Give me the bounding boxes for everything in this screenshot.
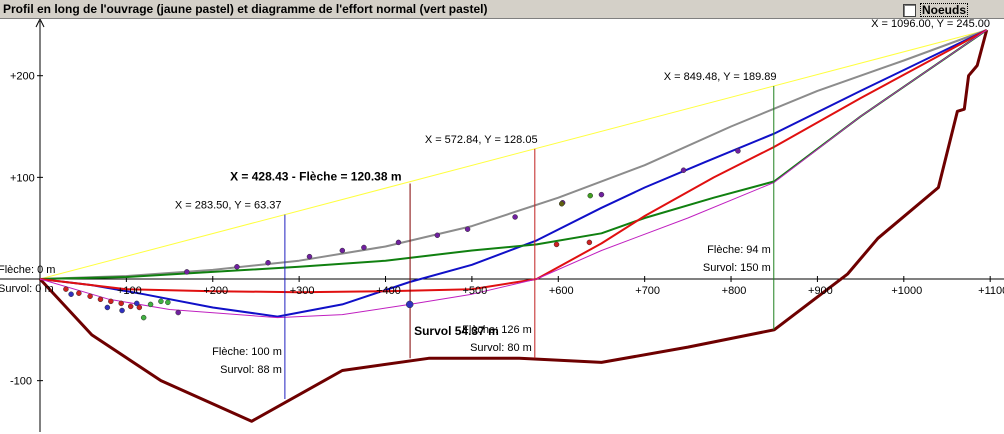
data-marker: [464, 226, 471, 232]
x-tick-label: +100: [117, 285, 142, 297]
data-marker: [175, 309, 181, 316]
data-marker: [434, 232, 441, 239]
data-marker: [680, 167, 687, 173]
survol-label: Survol: 80 m: [470, 342, 532, 354]
data-marker: [133, 300, 140, 307]
vertical-label: X = 283.50, Y = 63.37: [175, 200, 282, 212]
data-marker: [735, 148, 741, 154]
x-tick-label: +900: [808, 285, 833, 297]
y-tick-label: +200: [10, 71, 35, 83]
window-title-bar: Profil en long de l'ouvrage (jaune paste…: [0, 0, 1004, 19]
chart-labels: +100 +200 +300 +400 +500 +600 +700 +800 +900 +100…: [0, 19, 1004, 388]
noeuds-toggle[interactable]: Noeuds: [903, 3, 969, 17]
x-tick-label: +200: [203, 285, 228, 297]
data-marker: [104, 304, 111, 311]
data-marker: [165, 299, 171, 306]
series-blue: [39, 29, 988, 318]
survol-zero-label: Survol: 0 m: [0, 283, 54, 295]
data-marker: [136, 304, 143, 311]
x-tick-label: +700: [635, 285, 660, 297]
data-marker: [147, 301, 154, 308]
data-marker: [76, 290, 82, 296]
data-marker: [405, 300, 414, 309]
profile-chart: +100 +200 +300 +400 +500 +600 +700 +800 +900 +100…: [0, 19, 1004, 434]
series-chord: [39, 29, 987, 280]
fleche-label: Flèche: 126 m: [462, 324, 532, 336]
series-terrain: [38, 29, 989, 423]
x-tick-label: +500: [463, 285, 488, 297]
data-marker: [598, 191, 605, 198]
data-marker: [553, 241, 560, 248]
fleche-label: Flèche: 100 m: [212, 346, 282, 358]
vertical-label: X = 572.84, Y = 128.05: [425, 134, 538, 146]
data-marker: [87, 293, 93, 300]
chart-grid: [0, 19, 1004, 432]
data-marker: [339, 247, 346, 254]
data-marker: [306, 253, 313, 260]
x-tick-label: +400: [376, 285, 401, 297]
data-marker: [97, 296, 104, 303]
data-marker: [68, 291, 74, 297]
data-marker: [512, 214, 518, 220]
data-marker: [119, 307, 125, 314]
x-tick-label: +1000: [891, 285, 922, 297]
chart-series: [38, 29, 989, 423]
y-tick-label: -100: [10, 376, 32, 388]
survol-label: Survol: 88 m: [220, 364, 282, 376]
data-marker: [140, 314, 147, 321]
survol-label: Survol 54.37 m: [414, 324, 499, 338]
x-tick-label: +600: [549, 285, 574, 297]
data-marker: [586, 239, 593, 246]
y-axis-arrow: [35, 19, 45, 28]
endpoint-label: X = 1096.00, Y = 245.00: [871, 19, 990, 30]
data-marker: [118, 300, 124, 307]
window-title: Profil en long de l'ouvrage (jaune paste…: [3, 2, 488, 16]
data-marker: [158, 298, 164, 305]
fleche-label: Flèche: 94 m: [707, 244, 771, 256]
data-marker: [558, 201, 565, 207]
noeuds-checkbox[interactable]: [903, 3, 916, 17]
data-marker: [395, 239, 402, 246]
data-marker: [63, 286, 69, 292]
x-tick-label: +800: [722, 285, 747, 297]
data-marker: [265, 259, 271, 266]
chart-markers: [63, 148, 741, 321]
data-marker: [184, 269, 190, 275]
survol-label: Survol: 150 m: [703, 262, 771, 274]
series-red: [39, 29, 988, 294]
y-tick-label: +100: [10, 172, 35, 184]
noeuds-label: Noeuds: [920, 3, 969, 17]
vertical-label: X = 849.48, Y = 189.89: [664, 71, 777, 83]
data-marker: [127, 303, 134, 310]
vertical-label: X = 428.43 - Flèche = 120.38 m: [230, 169, 401, 183]
data-marker: [108, 298, 114, 305]
data-marker: [234, 264, 240, 270]
x-tick-label: +300: [290, 285, 315, 297]
series-grey: [39, 29, 988, 280]
fleche-zero-label: Flèche: 0 m: [0, 264, 55, 276]
data-marker: [587, 192, 593, 199]
x-tick-label: +1100: [978, 285, 1004, 297]
data-marker: [361, 244, 367, 251]
chart-verticals: [284, 85, 775, 399]
